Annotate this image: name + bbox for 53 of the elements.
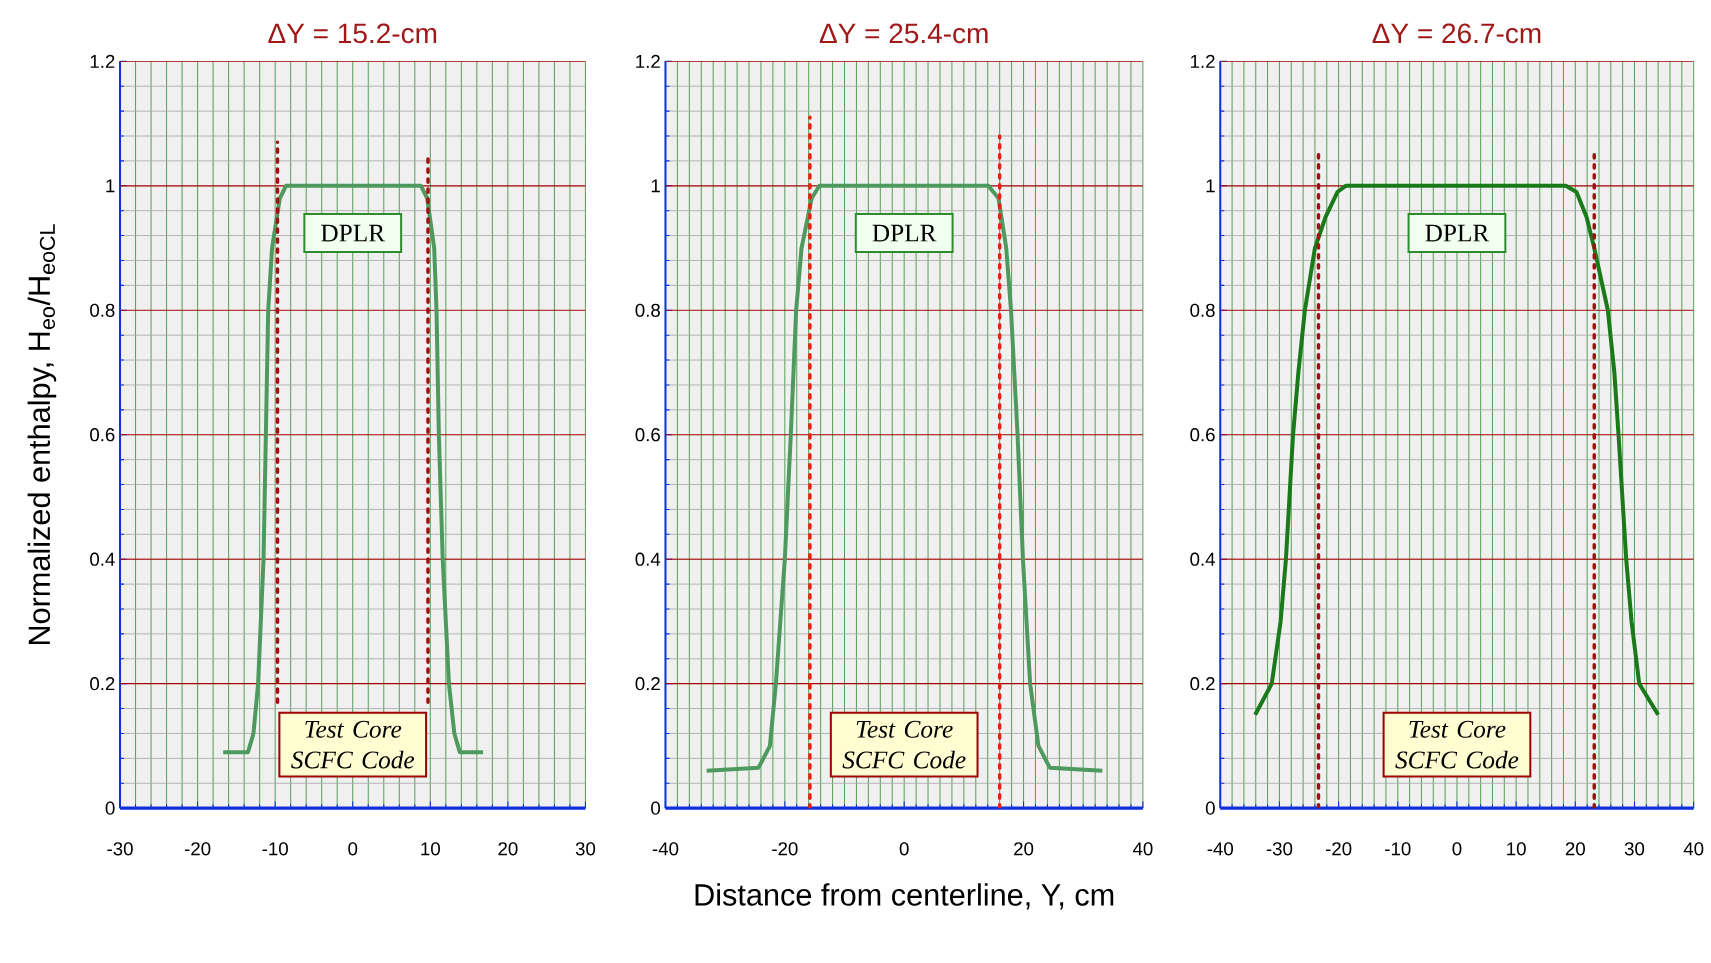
- y-tick-label: 0.6: [1190, 428, 1215, 442]
- x-tick-label: 20: [1565, 842, 1585, 856]
- y-tick-label: 0: [651, 801, 661, 815]
- x-tick-label: -20: [772, 842, 798, 856]
- x-tick-label: 0: [899, 842, 909, 856]
- x-tick-label: -20: [1325, 842, 1352, 856]
- y-tick-label: 0.2: [635, 677, 660, 691]
- y-tick-label: 0.2: [90, 677, 115, 691]
- x-tick-label: 20: [1014, 842, 1034, 856]
- chart-title: ΔY = 15.2-cm: [268, 23, 437, 44]
- x-tick-label: -40: [652, 842, 679, 856]
- x-tick-label: 0: [348, 842, 358, 856]
- annotation: Test Core SCFC Code: [1395, 720, 1519, 769]
- x-tick-label: 20: [498, 842, 518, 856]
- y-tick-label: 0.4: [1190, 552, 1215, 566]
- y-tick-label: 0: [1205, 801, 1215, 815]
- y-tick-label: 0.2: [1190, 677, 1215, 691]
- annotation: Test Core SCFC Code: [291, 720, 415, 769]
- y-tick-label: 0.6: [90, 428, 115, 442]
- x-tick-label: 30: [575, 842, 596, 856]
- y-tick-label: 1.2: [636, 54, 660, 68]
- chart-title: ΔY = 26.7-cm: [1372, 23, 1541, 44]
- y-tick-label: 0.8: [1190, 303, 1215, 317]
- x-tick-label: -20: [184, 842, 211, 856]
- y-tick-label: 1.2: [90, 54, 115, 68]
- x-tick-label: -10: [262, 842, 288, 856]
- x-tick-label: 0: [1452, 842, 1462, 856]
- y-tick-label: 1: [651, 179, 660, 193]
- x-axis-title: Distance from centerline, Y, cm: [695, 883, 1114, 910]
- x-tick-label: 10: [1507, 842, 1526, 856]
- y-tick-label: 0.8: [635, 303, 660, 317]
- x-tick-label: 10: [421, 842, 440, 856]
- y-axis-title: Normalized enthalpy, H$_{eo}$/H$_{eoCL}$: [27, 224, 57, 645]
- x-tick-label: 30: [1624, 842, 1645, 856]
- y-tick-label: 1: [106, 179, 115, 193]
- x-tick-label: -10: [1385, 842, 1411, 856]
- y-tick-label: 0.6: [635, 428, 660, 442]
- annotation: Test Core SCFC Code: [842, 720, 966, 769]
- x-tick-label: -30: [1266, 842, 1293, 856]
- x-tick-label: 40: [1132, 842, 1153, 856]
- y-tick-label: 1: [1206, 179, 1215, 193]
- annotation: DPLR: [872, 224, 937, 242]
- annotation: DPLR: [321, 224, 386, 242]
- annotation: DPLR: [1425, 224, 1490, 242]
- x-tick-label: -30: [107, 842, 133, 856]
- chart-title: ΔY = 25.4-cm: [819, 23, 988, 44]
- y-tick-label: 1.2: [1191, 54, 1215, 68]
- y-tick-label: 0.8: [90, 303, 115, 317]
- y-tick-label: 0.4: [90, 552, 115, 566]
- x-tick-label: -40: [1207, 842, 1234, 856]
- x-tick-label: 40: [1683, 842, 1704, 856]
- y-tick-label: 0: [105, 801, 115, 815]
- y-tick-label: 0.4: [635, 552, 661, 566]
